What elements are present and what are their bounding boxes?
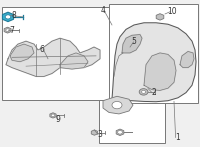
Circle shape — [142, 90, 146, 93]
Polygon shape — [4, 27, 11, 33]
Polygon shape — [122, 35, 142, 53]
Circle shape — [118, 131, 122, 134]
Text: 2: 2 — [151, 88, 156, 97]
Bar — [99, 91, 165, 143]
Polygon shape — [10, 44, 34, 62]
Circle shape — [139, 89, 148, 95]
Circle shape — [6, 29, 9, 31]
Text: 7: 7 — [9, 26, 14, 35]
Bar — [109, 4, 198, 103]
Polygon shape — [112, 23, 196, 102]
Text: 10: 10 — [167, 7, 177, 16]
Circle shape — [51, 114, 55, 117]
Text: 3: 3 — [97, 130, 102, 139]
Polygon shape — [50, 113, 56, 118]
Polygon shape — [180, 51, 194, 68]
Polygon shape — [2, 12, 14, 22]
Polygon shape — [6, 38, 100, 76]
Polygon shape — [60, 53, 88, 69]
Text: 8: 8 — [11, 11, 16, 20]
Polygon shape — [91, 130, 98, 135]
Text: 4: 4 — [101, 6, 106, 15]
Polygon shape — [144, 53, 176, 90]
Circle shape — [112, 101, 122, 109]
Polygon shape — [156, 14, 164, 20]
Polygon shape — [103, 96, 133, 114]
Text: 9: 9 — [55, 115, 60, 124]
Bar — [2, 7, 126, 100]
Circle shape — [5, 15, 11, 19]
Text: 6: 6 — [40, 45, 45, 54]
Text: 5: 5 — [131, 37, 136, 46]
Polygon shape — [116, 129, 124, 136]
Text: 1: 1 — [175, 133, 180, 142]
